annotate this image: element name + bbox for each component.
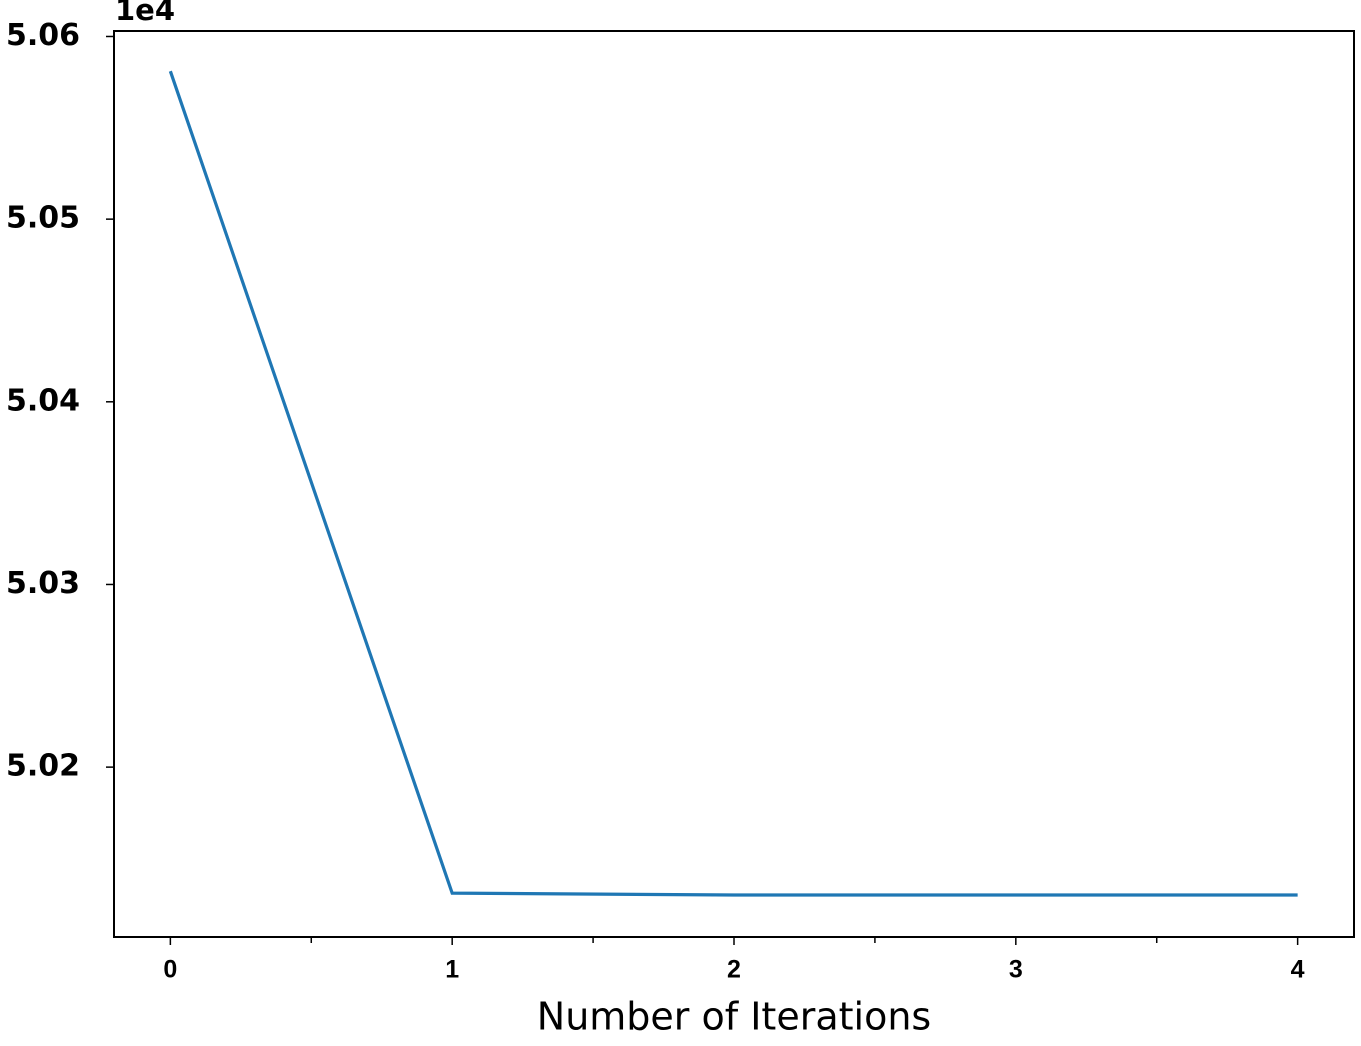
plot-frame xyxy=(113,30,1355,938)
y-tick-label: 5.02 xyxy=(6,749,80,784)
x-tick-label: 0 xyxy=(163,956,177,984)
x-tick-label: 4 xyxy=(1291,956,1305,984)
x-axis-label: Number of Iterations xyxy=(537,995,931,1039)
y-tick-label: 5.03 xyxy=(6,566,80,601)
x-tick-label: 1 xyxy=(445,956,459,984)
y-tick-label: 5.04 xyxy=(6,383,80,418)
x-tick-label: 2 xyxy=(727,956,741,984)
y-offset-label: 1e4 xyxy=(115,0,175,27)
y-tick-label: 5.05 xyxy=(6,201,80,236)
x-tick-label: 3 xyxy=(1009,956,1023,984)
line-series xyxy=(168,70,1298,897)
y-tick-label: 5.06 xyxy=(6,18,80,53)
